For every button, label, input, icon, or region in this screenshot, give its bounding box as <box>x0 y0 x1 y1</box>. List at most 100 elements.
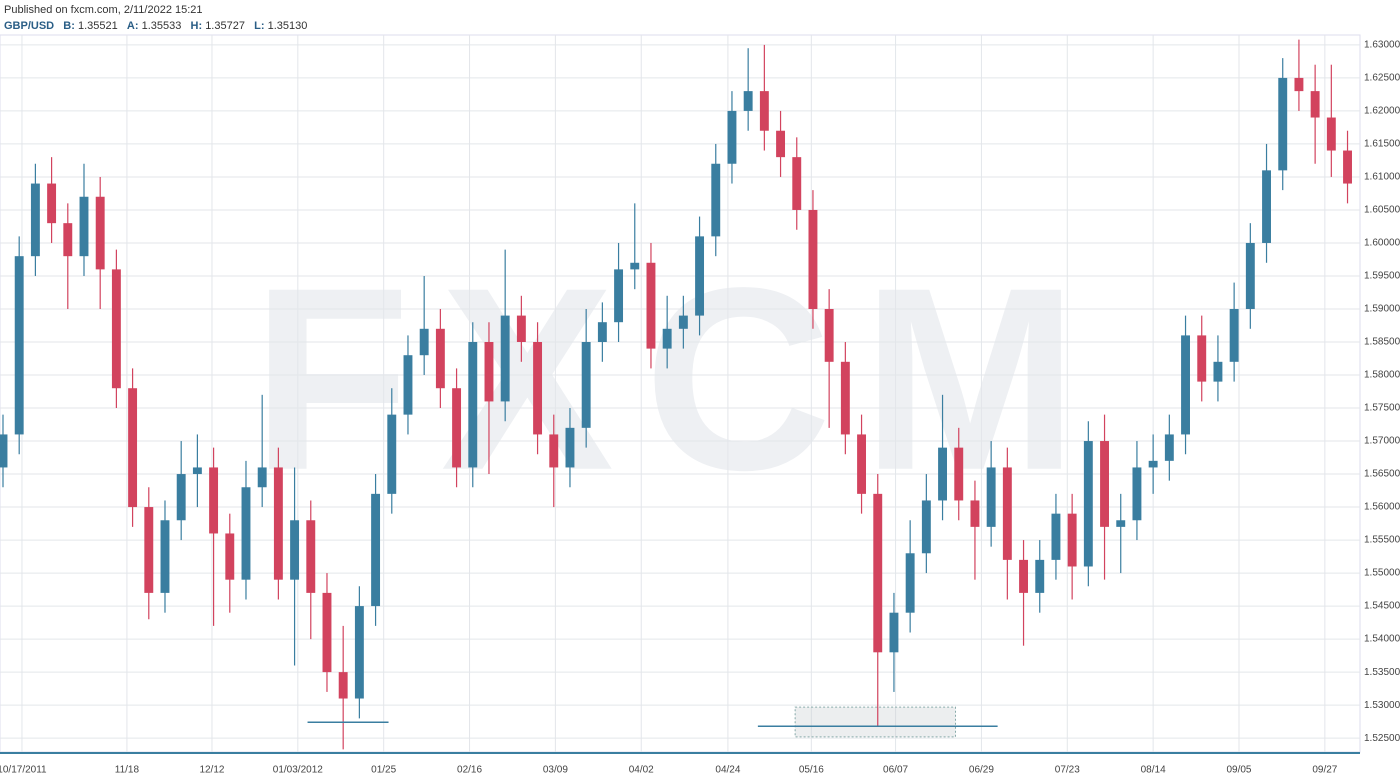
quote: GBP/USD B: 1.35521 A: 1.35533 H: 1.35727… <box>4 18 307 34</box>
candle-body <box>111 269 121 389</box>
candle-body <box>209 467 219 534</box>
candle-body <box>565 427 575 468</box>
x-tick-label: 07/23 <box>1055 765 1080 776</box>
high-label: H: <box>190 20 203 32</box>
candle-body <box>1019 559 1028 593</box>
x-tick-label: 09/27 <box>1312 765 1337 776</box>
y-tick-label: 1.57000 <box>1364 436 1400 447</box>
candle-body <box>435 328 445 389</box>
candle-body <box>954 447 964 501</box>
candle-body <box>403 355 413 415</box>
candle-body <box>678 315 688 329</box>
candle-body <box>1278 77 1288 171</box>
symbol: GBP/USD <box>4 20 55 32</box>
header: Published on fxcm.com, 2/11/2022 15:21 G… <box>4 2 307 34</box>
y-tick-label: 1.63000 <box>1364 40 1400 51</box>
y-tick-label: 1.60000 <box>1364 238 1400 249</box>
candle-body <box>484 342 494 402</box>
x-tick-label: 08/14 <box>1141 765 1166 776</box>
y-tick-label: 1.54500 <box>1364 601 1400 612</box>
y-tick-label: 1.55500 <box>1364 535 1400 546</box>
candle-body <box>468 342 478 468</box>
y-tick-label: 1.58500 <box>1364 337 1400 348</box>
candle-body <box>0 434 8 468</box>
y-tick-label: 1.59000 <box>1364 304 1400 315</box>
y-tick-label: 1.56000 <box>1364 502 1400 513</box>
candle-body <box>1294 77 1304 92</box>
range-box <box>794 706 957 738</box>
x-tick-label: 01/03/2012 <box>273 765 323 776</box>
y-tick-label: 1.61500 <box>1364 139 1400 150</box>
candle-body <box>776 130 786 158</box>
low: 1.35130 <box>267 20 308 32</box>
watermark: FXCM <box>252 235 1109 525</box>
y-tick-label: 1.62500 <box>1364 73 1400 84</box>
candle-body <box>857 434 867 494</box>
candle-body <box>79 196 89 257</box>
candle-body <box>192 467 202 475</box>
y-tick-label: 1.58000 <box>1364 370 1400 381</box>
y-tick-label: 1.53500 <box>1364 667 1400 678</box>
ask-label: A: <box>126 20 139 32</box>
low-label: L: <box>254 20 265 32</box>
candle-body <box>387 414 397 494</box>
candle-body <box>306 520 316 593</box>
x-tick-label: 04/24 <box>715 765 740 776</box>
y-tick-label: 1.62000 <box>1364 106 1400 117</box>
y-tick-label: 1.54000 <box>1364 634 1400 645</box>
candle-body <box>241 487 251 580</box>
candle-body <box>419 328 429 356</box>
candle-body <box>1148 460 1158 468</box>
candle-body <box>1181 335 1190 435</box>
candle-body <box>1083 441 1093 567</box>
candle-body <box>160 520 170 593</box>
candle-body <box>921 500 931 554</box>
y-tick-label: 1.59500 <box>1364 271 1400 282</box>
candle-body <box>1343 150 1352 184</box>
candle-body <box>1262 170 1271 243</box>
candle-body <box>581 342 591 428</box>
candle-body <box>1310 91 1320 118</box>
candle-body <box>986 467 996 527</box>
y-tick-label: 1.52500 <box>1364 733 1400 744</box>
candle-body <box>533 342 543 435</box>
candle-body <box>1132 467 1142 521</box>
candle-body <box>95 196 105 270</box>
candle-body <box>257 467 267 488</box>
candle-body <box>889 612 899 653</box>
candle-body <box>176 474 186 521</box>
candle-body <box>225 533 235 580</box>
candle-body <box>1164 434 1174 461</box>
candle-body <box>711 163 721 237</box>
x-tick-label: 04/02 <box>629 765 654 776</box>
x-tick-label: 01/25 <box>371 765 396 776</box>
candle-body <box>273 467 283 580</box>
candle-body <box>727 110 737 164</box>
plot-area <box>0 34 1361 753</box>
candle-body <box>63 223 73 257</box>
candle-body <box>1116 520 1126 527</box>
candle-body <box>322 592 332 673</box>
candle-body <box>14 256 24 435</box>
bid-label: B: <box>63 20 75 32</box>
x-tick-label: 02/16 <box>457 765 482 776</box>
x-tick-label: 03/09 <box>543 765 568 776</box>
candle-body <box>371 493 381 607</box>
candle-body <box>500 315 510 402</box>
ask: 1.35533 <box>141 20 182 32</box>
candle-body <box>30 183 40 257</box>
candle-body <box>792 157 802 210</box>
candle-body <box>1035 559 1045 593</box>
candle-body <box>695 236 705 316</box>
candle-body <box>1326 117 1336 151</box>
candle-body <box>452 388 462 468</box>
x-tick-label: 12/12 <box>199 765 224 776</box>
candle-body <box>646 262 656 349</box>
candle-body <box>759 91 769 131</box>
candle-body <box>47 183 57 224</box>
candle-body <box>662 328 672 349</box>
candle-body <box>938 447 948 501</box>
candle-body <box>824 308 834 362</box>
